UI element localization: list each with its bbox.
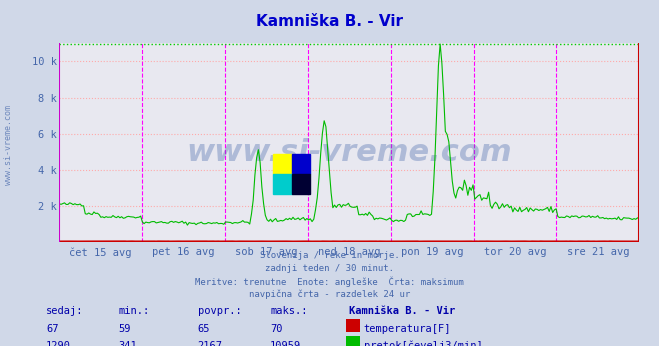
Text: sedaj:: sedaj:: [46, 306, 84, 316]
Text: maks.:: maks.:: [270, 306, 308, 316]
Text: Kamniška B. - Vir: Kamniška B. - Vir: [256, 14, 403, 29]
Bar: [273, 174, 291, 194]
Text: povpr.:: povpr.:: [198, 306, 241, 316]
Text: www.si-vreme.com: www.si-vreme.com: [186, 138, 512, 167]
Text: pretok[čevelj3/min]: pretok[čevelj3/min]: [364, 341, 482, 346]
Text: 70: 70: [270, 324, 283, 334]
Text: 2167: 2167: [198, 341, 223, 346]
Text: 65: 65: [198, 324, 210, 334]
Text: 59: 59: [119, 324, 131, 334]
Text: Meritve: trenutne  Enote: angleške  Črta: maksimum: Meritve: trenutne Enote: angleške Črta: …: [195, 276, 464, 287]
Text: 341: 341: [119, 341, 137, 346]
Bar: [273, 154, 291, 174]
Text: temperatura[F]: temperatura[F]: [364, 324, 451, 334]
Text: Slovenija / reke in morje.: Slovenija / reke in morje.: [260, 251, 399, 260]
Bar: [291, 174, 310, 194]
Text: 1290: 1290: [46, 341, 71, 346]
Text: min.:: min.:: [119, 306, 150, 316]
Text: www.si-vreme.com: www.si-vreme.com: [4, 105, 13, 185]
Text: Kamniška B. - Vir: Kamniška B. - Vir: [349, 306, 455, 316]
Text: 67: 67: [46, 324, 59, 334]
Text: navpična črta - razdelek 24 ur: navpična črta - razdelek 24 ur: [249, 289, 410, 299]
Text: zadnji teden / 30 minut.: zadnji teden / 30 minut.: [265, 264, 394, 273]
Text: 10959: 10959: [270, 341, 301, 346]
Bar: [291, 154, 310, 174]
